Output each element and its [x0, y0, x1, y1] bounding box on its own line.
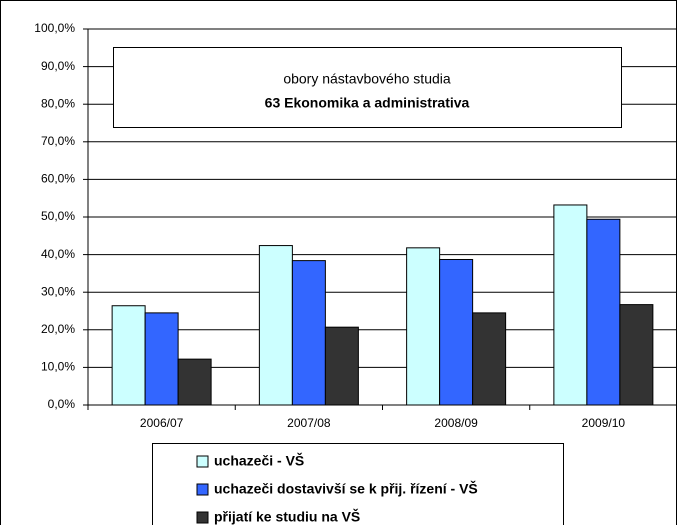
legend-swatch	[196, 483, 209, 496]
y-tick-label: 70,0%	[41, 134, 75, 148]
legend-label: uchazeči - VŠ	[214, 452, 304, 469]
chart-subtitle: 63 Ekonomika a administrativa	[265, 95, 470, 111]
legend-label: přijatí ke studiu na VŠ	[214, 508, 360, 525]
y-tick-label: 80,0%	[41, 96, 75, 110]
x-tick-label: 2007/08	[287, 416, 331, 430]
title-box	[113, 47, 622, 128]
x-tick-label: 2006/07	[140, 416, 184, 430]
bar	[553, 204, 588, 406]
x-tick-label: 2009/10	[582, 416, 626, 430]
y-tick-label: 40,0%	[41, 247, 75, 261]
legend-swatch	[196, 511, 209, 524]
bar	[406, 247, 441, 406]
chart-title: obory nástavbového studia	[283, 71, 451, 87]
y-tick-label: 60,0%	[41, 172, 75, 186]
bar	[619, 304, 654, 406]
bar	[177, 358, 212, 406]
y-tick-label: 0,0%	[48, 397, 76, 411]
y-tick-label: 90,0%	[41, 59, 75, 73]
y-tick-label: 20,0%	[41, 322, 75, 336]
bar	[439, 258, 474, 406]
bar	[472, 312, 507, 406]
bar	[258, 245, 293, 406]
bar	[291, 260, 326, 406]
y-tick-label: 30,0%	[41, 284, 75, 298]
legend-box	[152, 443, 564, 525]
legend-label: uchazeči dostavivší se k přij. řízení - …	[214, 480, 478, 497]
y-tick-label: 50,0%	[41, 209, 75, 223]
legend-swatch	[196, 455, 209, 468]
y-tick-label: 100,0%	[34, 21, 75, 35]
y-tick-label: 10,0%	[41, 360, 75, 374]
bar	[144, 312, 179, 406]
bar	[111, 305, 146, 406]
x-tick-label: 2008/09	[434, 416, 478, 430]
bar	[324, 326, 359, 406]
bar	[586, 218, 621, 406]
